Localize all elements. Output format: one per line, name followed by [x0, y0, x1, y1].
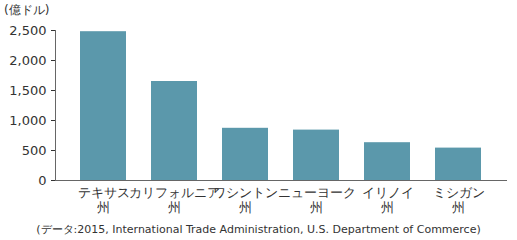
svg-text:2,500: 2,500 [9, 23, 46, 38]
svg-text:テキサス州: テキサス州 [78, 185, 130, 215]
svg-text:0: 0 [38, 173, 46, 188]
svg-text:1,500: 1,500 [9, 83, 46, 98]
svg-text:500: 500 [22, 143, 47, 158]
html-text:(億ドル): (億ドル) [4, 3, 50, 17]
html-text:(データ:2015, International Trade: (データ:2015, International Trade Administr… [36, 223, 481, 236]
svg-text:1,000: 1,000 [9, 113, 46, 128]
svg-text:2,000: 2,000 [9, 53, 46, 68]
svg-text:ミシガン州: ミシガン州 [433, 185, 485, 215]
svg-text:ワシントン州: ワシントン州 [213, 185, 278, 215]
svg-text:ニューヨーク州: ニューヨーク州 [278, 185, 356, 215]
svg-text:イリノイ州: イリノイ州 [362, 185, 414, 215]
svg-text:カリフォルニア州: カリフォルニア州 [129, 185, 220, 215]
